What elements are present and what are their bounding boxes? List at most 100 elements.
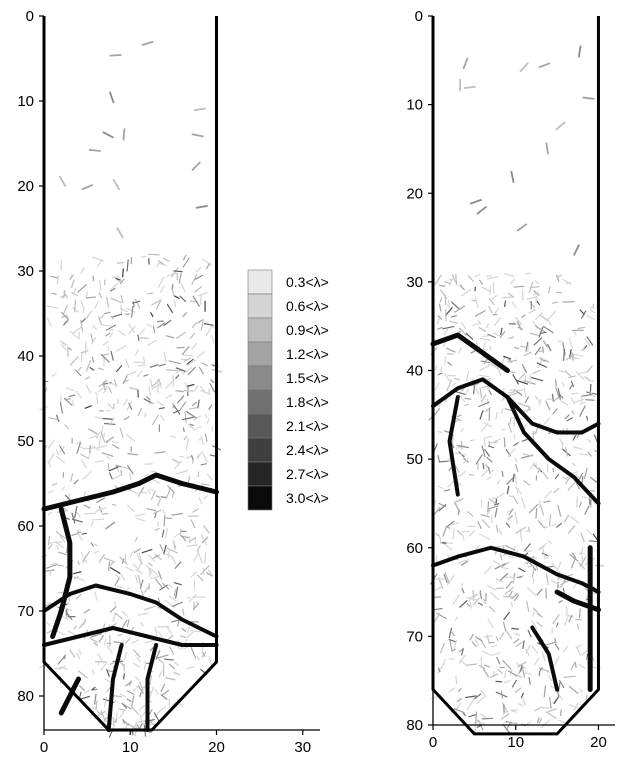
right-contact-force — [465, 388, 470, 396]
right-contact-force — [506, 357, 513, 364]
right-contact-force — [547, 539, 553, 545]
left-contact-force — [181, 345, 190, 356]
legend-swatch — [247, 269, 273, 295]
left-contact-force — [182, 254, 187, 261]
left-contact-force — [91, 686, 96, 691]
left-contact-force — [163, 319, 172, 327]
right-contact-force — [578, 405, 586, 418]
right-contact-force — [548, 286, 551, 293]
left-contact-force — [192, 602, 200, 611]
legend-label: 2.7<λ> — [286, 466, 329, 482]
right-contact-force — [458, 648, 464, 653]
right-contact-force — [567, 482, 576, 491]
right-contact-force — [478, 401, 490, 408]
left-contact-force — [165, 553, 174, 559]
left-contact-force — [110, 315, 115, 320]
left-contact-force — [72, 287, 77, 295]
left-contact-force — [102, 340, 109, 346]
left-contact-force — [113, 379, 118, 387]
right-contact-force — [475, 340, 479, 347]
right-contact-force — [532, 462, 541, 472]
left-contact-force — [109, 287, 116, 292]
right-contact-force — [511, 679, 518, 688]
left-contact-force — [163, 351, 167, 363]
left-contact-force — [191, 457, 195, 464]
left-contact-force — [109, 566, 121, 575]
left-contact-force — [146, 339, 158, 347]
left-contact-force — [122, 719, 130, 726]
left-contact-force — [200, 318, 205, 331]
right-contact-force — [442, 658, 446, 666]
right-contact-force — [503, 611, 510, 621]
right-contact-force — [547, 310, 557, 321]
right-contact-force — [495, 577, 504, 583]
right-contact-force — [587, 379, 594, 382]
right-contact-force — [525, 600, 530, 613]
left-contact-force — [158, 407, 165, 410]
left-contact-force — [111, 503, 117, 506]
right-contact-force — [524, 672, 532, 675]
right-contact-force — [565, 354, 575, 361]
right-contact-force — [491, 294, 498, 300]
right-contact-force — [551, 562, 558, 570]
left-contact-force — [47, 535, 51, 546]
left-contact-force — [132, 563, 139, 570]
right-contact-force — [542, 340, 548, 348]
right-contact-force — [487, 333, 496, 339]
right-contact-force — [553, 696, 559, 705]
right-contact-force — [564, 476, 571, 485]
right-contact-force — [526, 404, 531, 411]
left-contact-force — [169, 435, 176, 439]
left-y-tick-label: 60 — [17, 518, 34, 535]
left-strong-force-chain — [42, 583, 219, 639]
right-contact-force — [578, 501, 582, 508]
right-contact-force — [575, 474, 579, 479]
right-free-grain — [555, 121, 566, 131]
left-contact-force — [131, 638, 140, 645]
left-contact-force — [175, 374, 180, 380]
right-contact-force — [481, 650, 493, 657]
right-contact-force — [434, 274, 443, 285]
left-contact-force — [55, 414, 60, 423]
left-contact-force — [161, 529, 165, 538]
left-contact-force — [98, 383, 104, 388]
right-contact-force — [502, 659, 512, 670]
right-contact-force — [494, 563, 506, 570]
right-contact-force — [511, 301, 517, 308]
left-contact-force — [132, 300, 135, 308]
right-contact-force — [536, 621, 543, 628]
right-contact-force — [461, 588, 465, 594]
right-contact-force — [474, 273, 481, 278]
right-contact-force — [505, 522, 511, 528]
left-contact-force — [109, 606, 117, 613]
right-contact-force — [568, 375, 576, 379]
left-contact-force — [59, 535, 66, 543]
left-contact-force — [196, 350, 206, 359]
left-contact-force — [103, 311, 111, 315]
left-contact-force — [181, 367, 192, 375]
left-contact-force — [165, 527, 168, 539]
left-contact-force — [81, 532, 88, 535]
right-contact-force — [488, 297, 495, 306]
left-contact-force — [154, 626, 158, 637]
right-contact-force — [579, 453, 589, 456]
right-y-tick-label: 10 — [406, 97, 423, 114]
left-contact-force — [151, 299, 161, 306]
right-contact-force — [517, 402, 528, 407]
left-contact-force — [201, 451, 208, 463]
right-contact-force — [521, 363, 528, 373]
left-contact-force — [62, 616, 69, 620]
right-contact-force — [497, 668, 503, 675]
right-contact-force — [480, 689, 487, 698]
right-contact-force — [514, 457, 518, 463]
right-contact-force — [525, 406, 532, 413]
right-contact-force — [496, 366, 502, 377]
right-contact-force — [455, 675, 458, 685]
left-y-tick-label: 10 — [17, 93, 34, 110]
right-contact-force — [529, 332, 540, 337]
left-contact-force — [46, 305, 59, 309]
right-contact-force — [507, 514, 514, 520]
left-contact-force — [200, 534, 208, 546]
left-contact-force — [123, 415, 130, 421]
left-contact-force — [176, 698, 184, 708]
